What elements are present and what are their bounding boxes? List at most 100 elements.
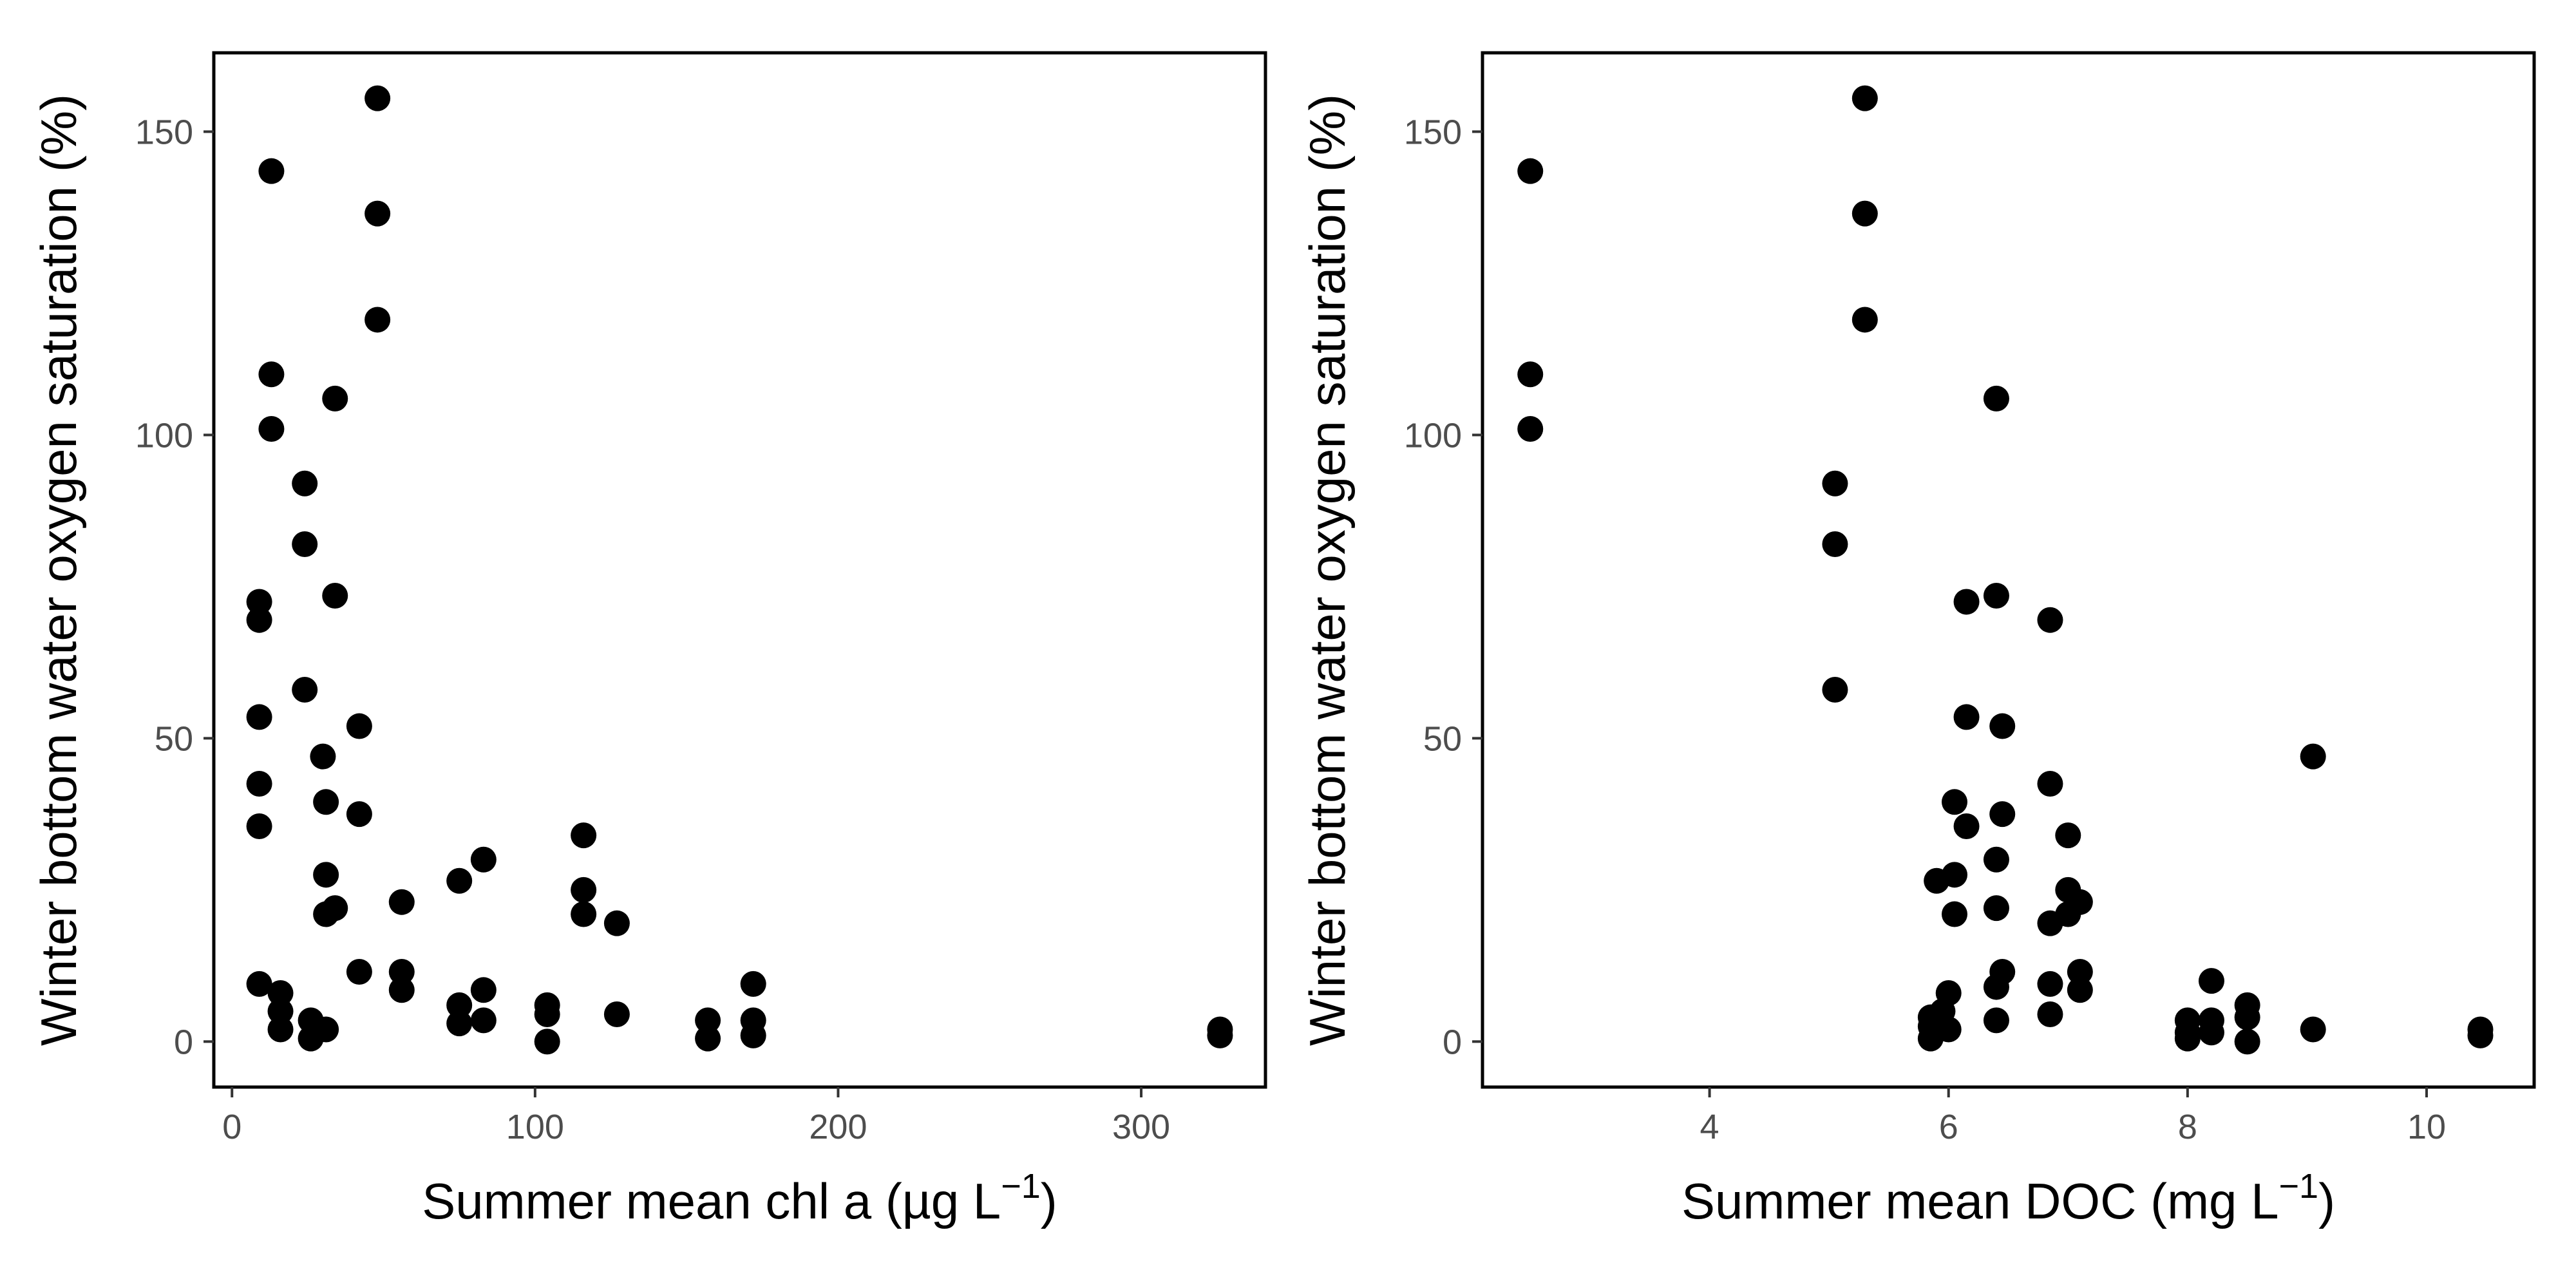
doc-x-axis-title-superscript: −1 — [2278, 1167, 2318, 1206]
doc-y-tick-label: 100 — [1404, 416, 1462, 455]
doc-data-point — [1852, 200, 1878, 227]
chl-x-tick-label: 300 — [1112, 1108, 1170, 1146]
doc-data-point — [2234, 1028, 2260, 1055]
chl-x-tick-label: 100 — [506, 1108, 564, 1146]
chl-data-point — [313, 1016, 339, 1043]
chl-plot-frame — [212, 51, 1267, 1089]
chl-data-point — [267, 998, 294, 1025]
doc-data-point — [1822, 677, 1848, 703]
chl-data-point — [603, 1001, 630, 1027]
chl-data-point — [695, 1025, 721, 1052]
chl-data-point — [322, 385, 348, 412]
doc-data-point — [2198, 968, 2224, 994]
chl-data-point — [470, 1007, 497, 1034]
chl-x-tick-label: 0 — [222, 1108, 242, 1146]
doc-data-point — [2174, 1025, 2201, 1052]
chl-data-point — [571, 876, 597, 903]
chl-data-point — [313, 862, 339, 888]
chl-data-point — [258, 158, 285, 184]
doc-data-point — [1517, 158, 1544, 184]
chl-data-point — [470, 977, 497, 1003]
doc-data-point — [1517, 416, 1544, 442]
chl-data-point — [246, 607, 272, 633]
doc-data-point — [1935, 1016, 1962, 1043]
doc-data-point — [1822, 531, 1848, 557]
doc-data-point — [2037, 971, 2063, 997]
doc-data-point — [2037, 771, 2063, 797]
chl-data-point — [388, 889, 415, 915]
doc-data-point — [1989, 801, 2016, 828]
chl-data-point — [571, 822, 597, 849]
chl-data-point — [310, 743, 336, 770]
doc-x-axis-title-main: Summer mean DOC (mg L — [1681, 1173, 2279, 1229]
chl-data-point — [446, 992, 473, 1018]
doc-data-point — [1983, 895, 2009, 922]
doc-panel: 0 50 100 150 4 6 8 10 Winter bottom water oxygen… — [1299, 51, 2536, 1229]
chl-data-point — [740, 1022, 766, 1048]
chl-data-point — [446, 867, 473, 894]
doc-x-axis-title-close: ) — [2318, 1173, 2335, 1229]
chl-data-point — [534, 1028, 560, 1055]
doc-x-tick-label: 4 — [1700, 1108, 1719, 1146]
doc-data-point — [1953, 704, 1980, 730]
chl-data-point — [246, 589, 272, 615]
doc-y-tick-label: 0 — [1443, 1023, 1462, 1061]
chl-data-point — [695, 1007, 721, 1034]
chl-data-point — [246, 813, 272, 839]
chl-data-point — [470, 846, 497, 873]
doc-data-point — [1852, 307, 1878, 333]
chl-data-point — [1207, 1022, 1233, 1048]
chl-x-axis-title-superscript: −1 — [1001, 1167, 1041, 1206]
doc-y-axis-title: Winter bottom water oxygen saturation (%… — [1299, 94, 1356, 1046]
chl-data-point — [267, 980, 294, 1006]
chl-data-point — [292, 470, 318, 497]
doc-data-point — [1983, 385, 2009, 412]
doc-data-point — [2067, 977, 2093, 1003]
chl-data-point — [346, 801, 372, 828]
doc-data-point — [2467, 1022, 2494, 1048]
chl-data-point — [292, 677, 318, 703]
doc-data-point — [1953, 589, 1980, 615]
chl-data-point — [365, 307, 391, 333]
chl-y-tick-label: 50 — [155, 719, 193, 758]
doc-data-point — [2055, 822, 2081, 849]
chl-y-tick-label: 150 — [135, 113, 193, 151]
doc-data-point — [1983, 846, 2009, 873]
chl-x-tick-label: 200 — [809, 1108, 867, 1146]
chl-data-point — [267, 1016, 294, 1043]
doc-data-point — [1989, 713, 2016, 739]
chl-data-point — [365, 85, 391, 111]
chl-x-axis-title-main: Summer mean chl a (µg L — [422, 1173, 1001, 1229]
chl-data-point — [292, 531, 318, 557]
chl-data-point — [446, 1010, 473, 1037]
doc-data-point — [1941, 901, 1967, 927]
chl-data-point — [322, 583, 348, 609]
chl-data-point — [313, 789, 339, 815]
chl-data-point — [740, 971, 766, 997]
chl-x-axis-title-close: ) — [1041, 1173, 1057, 1229]
doc-data-point — [1822, 470, 1848, 497]
chl-data-point — [246, 771, 272, 797]
chl-data-point — [346, 959, 372, 985]
chl-data-point — [322, 895, 348, 922]
chl-data-point — [258, 416, 285, 442]
chl-y-tick-label: 0 — [174, 1023, 193, 1061]
doc-plot-frame — [1481, 51, 2536, 1089]
chl-y-axis-title: Winter bottom water oxygen saturation (%… — [30, 94, 87, 1046]
doc-x-axis-title: Summer mean DOC (mg L−1) — [1681, 1167, 2335, 1229]
doc-data-point — [2037, 910, 2063, 936]
chl-data-point — [603, 910, 630, 936]
doc-data-point — [2300, 1016, 2326, 1043]
chl-data-point — [246, 704, 272, 730]
doc-data-point — [2037, 607, 2063, 633]
doc-y-tick-label: 50 — [1423, 719, 1462, 758]
doc-y-tick-label: 150 — [1404, 113, 1462, 151]
chl-y-tick-label: 100 — [135, 416, 193, 455]
chl-data-point — [258, 361, 285, 388]
doc-data-point — [1953, 813, 1980, 839]
chl-data-point — [388, 977, 415, 1003]
doc-data-point — [1941, 789, 1967, 815]
doc-data-point — [1517, 361, 1544, 388]
chl-data-point — [246, 971, 272, 997]
